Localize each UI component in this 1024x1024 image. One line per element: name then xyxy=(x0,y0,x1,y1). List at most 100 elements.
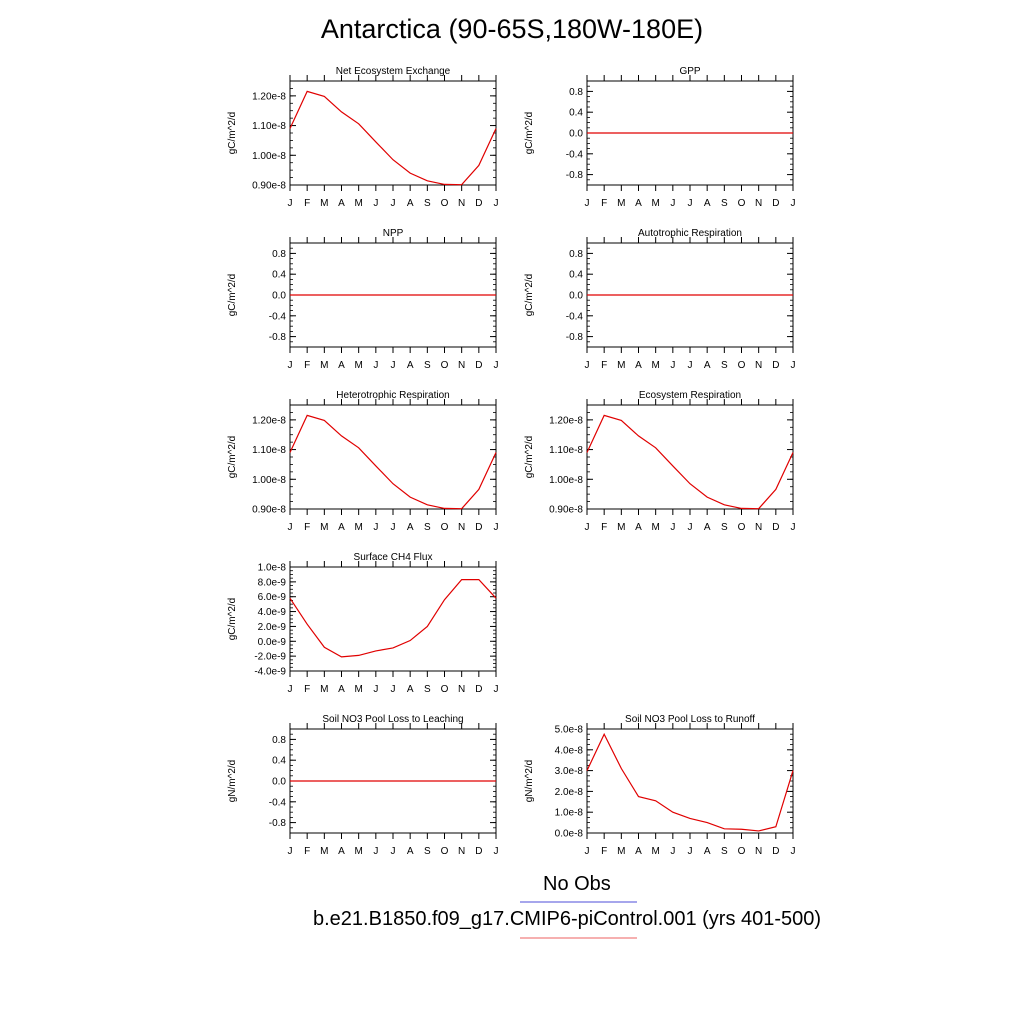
x-tick-label: J xyxy=(494,684,499,695)
plot-frame xyxy=(289,566,497,672)
x-tick-label: D xyxy=(772,198,779,209)
plot-frame xyxy=(289,80,497,186)
x-tick-label: J xyxy=(688,846,693,857)
x-tick-label: M xyxy=(651,522,659,533)
x-tick-label: A xyxy=(635,522,642,533)
x-tick-label: N xyxy=(458,684,465,695)
x-tick-label: J xyxy=(585,360,590,371)
x-tick-label: M xyxy=(617,360,625,371)
y-tick-label: -0.4 xyxy=(269,311,287,322)
x-tick-label: F xyxy=(304,846,310,857)
y-tick-label: 1.20e-8 xyxy=(252,91,286,102)
panel-title: Heterotrophic Respiration xyxy=(336,390,449,401)
x-tick-label: F xyxy=(304,522,310,533)
x-tick-label: A xyxy=(338,198,345,209)
x-tick-label: M xyxy=(354,846,362,857)
y-tick-label: 0.0 xyxy=(272,291,286,302)
y-tick-label: 0.0e-9 xyxy=(258,637,287,648)
x-tick-label: J xyxy=(373,360,378,371)
x-tick-label: J xyxy=(391,360,396,371)
x-tick-label: N xyxy=(458,522,465,533)
x-tick-label: A xyxy=(407,522,414,533)
x-tick-label: J xyxy=(670,360,675,371)
x-tick-label: N xyxy=(458,846,465,857)
x-tick-label: J xyxy=(373,522,378,533)
y-axis-label: gC/m^2/d xyxy=(524,112,535,155)
y-tick-label: 2.0e-8 xyxy=(555,787,584,798)
x-tick-label: M xyxy=(651,846,659,857)
x-tick-label: M xyxy=(320,846,328,857)
y-tick-label: 1.20e-8 xyxy=(252,415,286,426)
y-axis-label: gC/m^2/d xyxy=(227,112,238,155)
legend-model-label: b.e21.B1850.f09_g17.CMIP6-piControl.001 … xyxy=(313,908,822,930)
y-tick-label: -0.4 xyxy=(566,149,584,160)
y-tick-label: 1.0e-8 xyxy=(555,808,584,819)
panel-title: Autotrophic Respiration xyxy=(638,228,742,239)
x-tick-label: O xyxy=(441,846,449,857)
x-tick-label: A xyxy=(338,522,345,533)
x-tick-label: D xyxy=(475,522,482,533)
x-tick-label: J xyxy=(791,198,796,209)
x-tick-label: O xyxy=(441,198,449,209)
panel-autotrophic-respiration: Autotrophic Respiration gC/m^2/d -0.8 -0.4 0… xyxy=(524,228,796,371)
y-axis-label: gN/m^2/d xyxy=(524,760,535,803)
x-tick-label: M xyxy=(320,684,328,695)
x-tick-label: J xyxy=(288,846,293,857)
x-tick-label: M xyxy=(320,198,328,209)
panel-title: Soil NO3 Pool Loss to Leaching xyxy=(322,714,463,725)
x-tick-label: O xyxy=(441,522,449,533)
panel-soil-no3-pool-loss-to-runoff: Soil NO3 Pool Loss to Runoff gN/m^2/d 0.0e… xyxy=(524,714,796,857)
x-tick-label: J xyxy=(288,198,293,209)
y-tick-label: 2.0e-9 xyxy=(258,622,287,633)
x-tick-label: O xyxy=(441,684,449,695)
x-tick-label: M xyxy=(651,360,659,371)
x-tick-label: J xyxy=(688,360,693,371)
x-tick-label: J xyxy=(494,522,499,533)
x-tick-label: D xyxy=(475,198,482,209)
x-tick-label: J xyxy=(494,846,499,857)
x-tick-label: D xyxy=(475,846,482,857)
x-tick-label: J xyxy=(670,198,675,209)
plot-frame xyxy=(289,404,497,510)
x-tick-label: J xyxy=(670,846,675,857)
y-tick-label: 0.4 xyxy=(569,108,583,119)
x-tick-label: A xyxy=(338,846,345,857)
series-line xyxy=(586,414,794,510)
y-tick-label: 0.8 xyxy=(569,87,583,98)
y-tick-label: -0.4 xyxy=(269,797,287,808)
x-tick-label: J xyxy=(791,522,796,533)
x-tick-label: F xyxy=(601,522,607,533)
x-tick-label: O xyxy=(738,198,746,209)
x-tick-label: A xyxy=(407,360,414,371)
x-tick-label: M xyxy=(354,684,362,695)
x-tick-label: A xyxy=(407,684,414,695)
series-line xyxy=(289,414,497,510)
x-tick-label: F xyxy=(601,198,607,209)
x-tick-label: A xyxy=(407,198,414,209)
y-tick-label: -0.8 xyxy=(269,332,287,343)
x-tick-label: S xyxy=(721,846,728,857)
x-tick-label: J xyxy=(391,522,396,533)
legend-obs-label: No Obs xyxy=(543,873,611,895)
y-tick-label: 0.90e-8 xyxy=(549,505,583,516)
y-tick-label: 1.10e-8 xyxy=(252,121,286,132)
panel-title: Net Ecosystem Exchange xyxy=(336,66,451,77)
y-tick-label: 1.20e-8 xyxy=(549,415,583,426)
x-tick-label: M xyxy=(320,360,328,371)
x-tick-label: J xyxy=(585,522,590,533)
x-tick-label: A xyxy=(704,522,711,533)
x-tick-label: J xyxy=(391,684,396,695)
panel-title: Ecosystem Respiration xyxy=(639,390,741,401)
x-tick-label: S xyxy=(721,522,728,533)
x-tick-label: O xyxy=(441,360,449,371)
x-tick-label: N xyxy=(755,846,762,857)
x-tick-label: A xyxy=(635,846,642,857)
y-tick-label: 0.8 xyxy=(272,249,286,260)
x-tick-label: D xyxy=(475,360,482,371)
x-tick-label: O xyxy=(738,522,746,533)
series-line xyxy=(289,579,497,658)
y-tick-label: 0.8 xyxy=(272,735,286,746)
y-tick-label: 0.4 xyxy=(569,270,583,281)
y-tick-label: 4.0e-9 xyxy=(258,607,287,618)
